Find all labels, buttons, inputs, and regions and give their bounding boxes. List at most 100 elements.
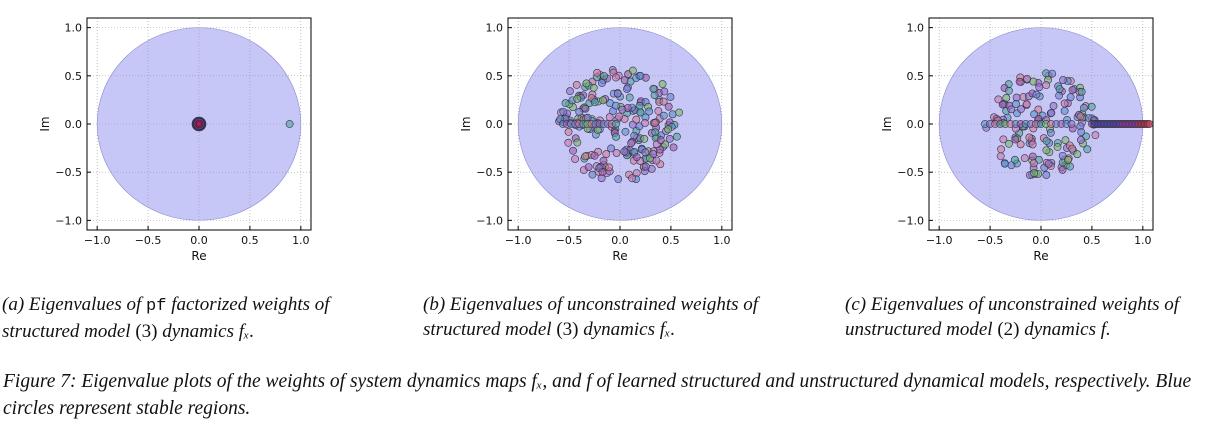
eigenvalue-point	[1058, 165, 1067, 174]
eigenvalue-point	[649, 84, 658, 93]
eigenvalue-point	[628, 66, 637, 75]
x-tick-label-c-4: 1.0	[1134, 234, 1152, 247]
eigenvalue-point	[627, 139, 635, 148]
eigenvalue-point	[1028, 152, 1037, 161]
eigenvalue-point	[1083, 145, 1092, 154]
x-tick-label-b-1: −0.5	[556, 234, 583, 247]
subcaption-b: (b) Eigenvalues of unconstrained weights…	[423, 292, 823, 342]
eigenvalue-point	[572, 80, 581, 89]
eigenvalue-point	[561, 99, 570, 108]
subcaption-a-pre: (a) Eigenvalues of	[2, 294, 147, 315]
eigenvalue-point	[666, 93, 675, 101]
eigenvalue-point	[641, 162, 650, 171]
eigenvalue-point	[1028, 140, 1037, 149]
eigenvalue-point	[645, 107, 654, 116]
eigenvalue-point	[1012, 93, 1021, 102]
eigenvalue-point	[665, 134, 674, 143]
eigenvalue-point	[612, 73, 620, 82]
eigenvalue-point	[1077, 136, 1085, 144]
eigenvalue-point	[1067, 120, 1076, 128]
eigenvalue-point	[559, 107, 568, 116]
y-tick-label-b-0: 1.0	[486, 22, 504, 35]
eigenvalue-point	[1077, 87, 1086, 96]
y-tick-label-a-0: 1.0	[65, 22, 83, 35]
subcaption-a-post: dynamics	[157, 321, 239, 342]
eigenvalue-point	[602, 150, 611, 158]
eigenvalue-point	[618, 105, 627, 114]
subcaption-a-ref: (3)	[135, 321, 158, 342]
eigenvalue-point	[1079, 103, 1088, 112]
y-tick-label-a-4: −1.0	[55, 214, 82, 227]
eigenvalue-point	[632, 153, 641, 162]
subcaption-c-math: f.	[1100, 319, 1111, 340]
eigenvalue-point	[1022, 100, 1031, 109]
eigenvalue-point	[1091, 131, 1100, 140]
eigenvalue-point	[1047, 109, 1056, 117]
x-tick-label-a-3: 0.5	[241, 234, 259, 247]
x-axis-label-b: Re	[612, 249, 627, 263]
eigenvalue-point	[1012, 100, 1020, 108]
y-tick-label-a-2: 0.0	[65, 118, 83, 131]
eigenvalue-point	[1068, 144, 1077, 153]
eigenvalue-point	[1015, 77, 1024, 86]
eigenvalue-point	[664, 125, 673, 134]
eigenvalue-point	[1077, 128, 1086, 137]
eigenvalue-point	[621, 127, 630, 136]
eigenvalue-point	[1059, 76, 1067, 84]
eigenvalue-point	[599, 96, 607, 105]
eigenvalue-point	[1055, 91, 1063, 100]
subcaption-b-math: fₓ.	[659, 319, 676, 340]
eigenvalue-point	[581, 104, 590, 113]
eigenvalue-point	[1066, 162, 1074, 171]
y-axis-label-c: Im	[880, 116, 894, 131]
eigenvalue-point	[649, 150, 658, 158]
eigenvalue-point	[673, 132, 681, 141]
eigenvalue-point	[1049, 102, 1058, 110]
y-tick-label-b-1: 0.5	[486, 70, 504, 83]
eigenvalue-point	[1000, 159, 1009, 168]
eigenvalue-point	[1066, 93, 1075, 102]
eigenvalue-point	[584, 163, 593, 171]
panel-b: −1.0 1.0 −0.5 0.5 0.0 0.0 0.5 −0.5 1.0 −1.0 Re Im	[421, 0, 831, 280]
eigenvalue-point	[1068, 86, 1077, 94]
eigenvalue-point	[996, 152, 1005, 161]
figure-caption: Figure 7: Eigenvalue plots of the weight…	[3, 371, 1192, 419]
eigenvalue-point	[1016, 140, 1025, 149]
eigenvalue-point	[658, 80, 667, 88]
y-tick-label-b-3: −0.5	[476, 166, 503, 179]
eigenvalue-point	[1061, 136, 1070, 145]
eigenvalue-point	[668, 110, 677, 119]
eigenvalue-point	[598, 79, 606, 87]
x-tick-label-a-0: −1.0	[84, 234, 111, 247]
eigenvalue-point	[652, 156, 661, 165]
eigenvalue-point	[999, 135, 1008, 144]
eigenvalue-point	[593, 68, 602, 77]
cluster-ring-a-3	[196, 121, 202, 127]
eigenvalue-point	[1030, 169, 1039, 178]
eigenvalue-point	[566, 87, 574, 96]
eigenvalue-point	[575, 107, 584, 116]
eigenvalue-point	[1053, 143, 1062, 151]
y-tick-label-c-2: 0.0	[907, 118, 925, 131]
subcaption-c-ref: (2)	[997, 319, 1020, 340]
x-tick-label-c-1: −0.5	[977, 234, 1004, 247]
eigenvalue-point	[588, 170, 597, 179]
x-axis-label-c: Re	[1033, 249, 1048, 263]
y-tick-label-c-0: 1.0	[907, 22, 925, 35]
eigenvalue-point	[605, 163, 613, 172]
eigenvalue-point	[620, 147, 629, 156]
eigenvalue-point	[1030, 110, 1039, 119]
subcaption-a: (a) Eigenvalues of pf factorized weights…	[2, 292, 402, 344]
eigenvalue-point	[625, 93, 634, 102]
eigenvalue-point	[612, 120, 620, 128]
x-tick-label-c-3: 0.5	[1083, 234, 1101, 247]
origin-cluster-a	[191, 116, 207, 132]
eigenvalue-point	[564, 128, 573, 136]
eigenvalue-point	[1029, 77, 1038, 86]
eigenvalue-point	[659, 97, 668, 106]
y-tick-label-c-3: −0.5	[897, 166, 924, 179]
y-tick-label-c-4: −1.0	[897, 214, 924, 227]
eigenvalue-point	[571, 155, 579, 163]
eigenvalue-point	[641, 148, 650, 157]
x-tick-label-b-2: 0.0	[611, 234, 629, 247]
